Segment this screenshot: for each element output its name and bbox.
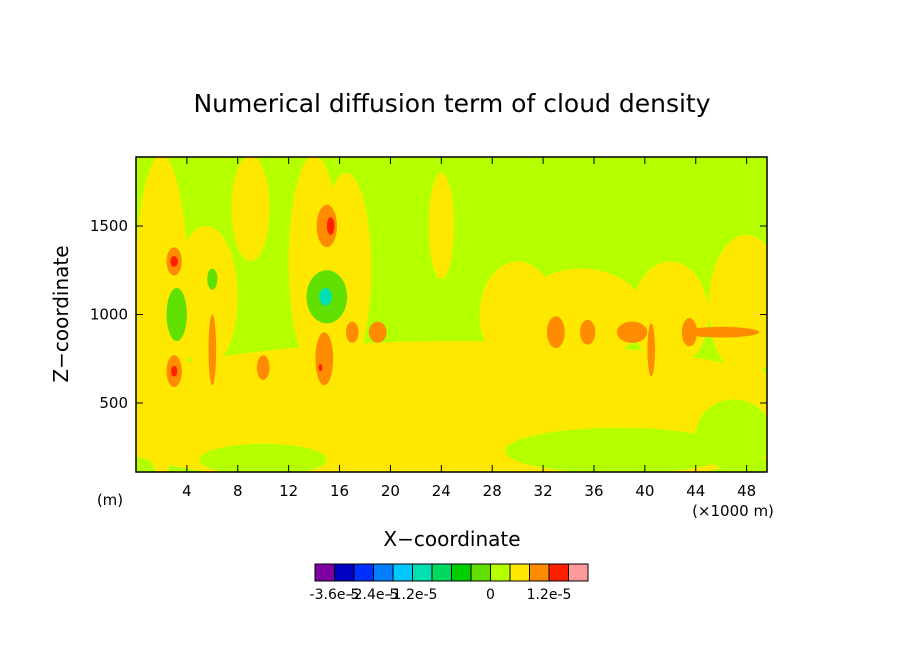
contour-region <box>207 268 218 290</box>
contour-region <box>368 321 387 343</box>
x-tick-label: 36 <box>584 482 603 500</box>
colorbar-box <box>373 563 394 582</box>
colorbar-box <box>529 563 550 582</box>
x-tick-label: 20 <box>381 482 400 500</box>
colorbar-box <box>431 563 452 582</box>
x-axis-label: X−coordinate <box>383 527 520 551</box>
contour-region <box>632 261 709 368</box>
x-unit: (×1000 m) <box>692 502 774 520</box>
colorbar-label: 0 <box>486 587 495 603</box>
contour-region <box>166 287 187 342</box>
colorbar-box <box>392 563 413 582</box>
x-tick-label: 16 <box>330 482 349 500</box>
contour-region <box>318 364 323 372</box>
contour-region <box>517 268 645 361</box>
colorbar-box <box>314 563 335 582</box>
y-tick-label: 500 <box>99 394 128 412</box>
x-tick-label: 24 <box>432 482 451 500</box>
x-tick-label: 4 <box>182 482 192 500</box>
contour-region <box>208 314 217 386</box>
x-tick-label: 32 <box>534 482 553 500</box>
contour-region <box>319 287 332 306</box>
colorbar-box <box>353 563 374 582</box>
contour-region <box>504 427 734 472</box>
contour-field <box>136 157 767 472</box>
colorbar-box <box>451 563 472 582</box>
contour-region <box>428 172 455 280</box>
x-tick-label: 12 <box>279 482 298 500</box>
contour-region <box>326 217 335 235</box>
y-tick-label: 1500 <box>90 217 128 235</box>
colorbar-label: -1.2e-5 <box>388 587 438 603</box>
contour-region <box>256 355 270 380</box>
colorbar-box <box>509 563 530 582</box>
axes: 4 8 12 16 20 24 28 32 36 40 44 4850010001500-3.6e-5… <box>90 156 768 603</box>
y-axis-label: Z−coordinate <box>49 245 73 382</box>
colorbar-box <box>470 563 491 582</box>
colorbar-box <box>334 563 355 582</box>
colorbar-box <box>412 563 433 582</box>
contour-region <box>579 319 596 345</box>
colorbar-label: -2.4e-5 <box>349 587 399 603</box>
contour-region <box>174 226 238 368</box>
contour-region <box>136 157 190 472</box>
chart-title: Numerical diffusion term of cloud densit… <box>193 89 710 118</box>
colorbar-box <box>490 563 511 582</box>
x-tick-label: 8 <box>233 482 243 500</box>
contour-region <box>546 316 565 349</box>
colorbar-box <box>548 563 569 582</box>
contour-region <box>708 234 767 377</box>
contour-region <box>695 399 767 471</box>
contour-region <box>647 323 656 377</box>
contour-region <box>315 332 334 386</box>
colorbar-box <box>568 563 589 582</box>
contour-region <box>170 256 178 267</box>
contour-region <box>170 365 178 377</box>
x-tick-label: 40 <box>635 482 654 500</box>
contour-region <box>316 204 338 248</box>
x-tick-label: 28 <box>483 482 502 500</box>
contour-region <box>681 318 698 347</box>
x-tick-label: 48 <box>737 482 756 500</box>
y-tick-label: 1000 <box>90 306 128 324</box>
colorbar-label: -3.6e-5 <box>310 587 360 603</box>
y-unit: (m) <box>97 491 123 509</box>
colorbar-label: 1.2e-5 <box>527 587 572 603</box>
contour-region <box>231 157 270 262</box>
contour-region <box>345 321 359 343</box>
contour-region <box>616 321 648 343</box>
contour-region <box>199 443 327 472</box>
x-tick-label: 44 <box>686 482 705 500</box>
contour-region <box>683 326 760 338</box>
